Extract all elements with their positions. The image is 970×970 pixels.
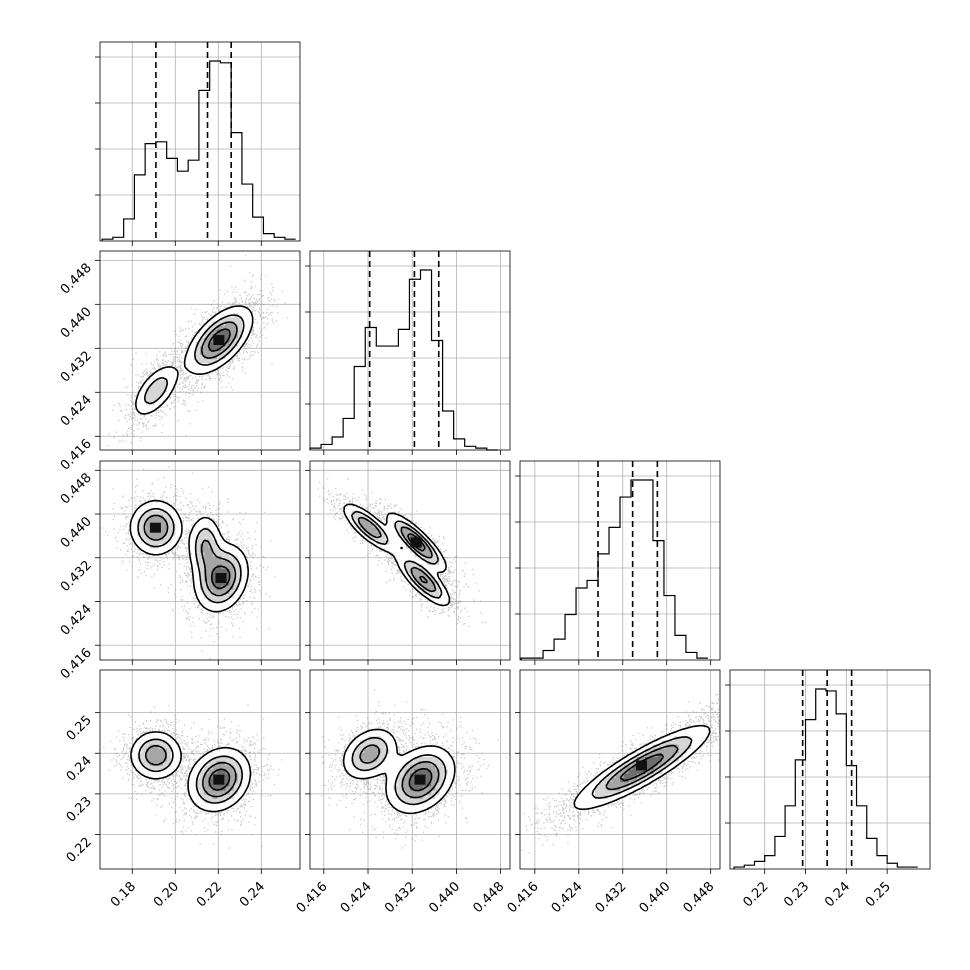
contour-line	[359, 744, 440, 799]
scatter-panel-p1-p2: 0.416 0.424 0.432 0.440 0.448	[58, 250, 301, 473]
histogram-p1	[101, 60, 296, 241]
histogram-panel-p3	[515, 460, 721, 665]
x-tick-label: 0.448	[681, 879, 718, 916]
y-tick-label: 0.432	[58, 349, 95, 386]
panel-frame	[309, 669, 511, 870]
x-tick-label: 0.24	[237, 879, 268, 910]
density-layer	[101, 466, 276, 660]
density-layer	[107, 252, 300, 447]
x-tick-label: 0.22	[194, 879, 225, 910]
x-tick-label: 0.20	[151, 879, 182, 910]
histogram-p4	[733, 688, 918, 869]
contour-line	[591, 736, 693, 799]
x-tick-label: 0.22	[740, 879, 771, 910]
y-tick-label: 0.448	[58, 261, 95, 298]
y-tick-label: 0.440	[58, 305, 95, 342]
contour-line	[137, 508, 242, 604]
density-level-fill	[154, 523, 230, 590]
contour-line	[134, 305, 254, 415]
y-tick-label: 0.25	[64, 713, 95, 744]
contour-line	[343, 503, 451, 607]
x-tick-label: 0.424	[549, 879, 586, 916]
histogram-panel-p2	[305, 250, 511, 455]
scatter-panel-p2-p4: 0.416 0.424 0.432 0.440 0.448	[294, 669, 511, 916]
contour-line	[605, 744, 679, 791]
panel-frame	[519, 460, 721, 661]
panel-frame	[99, 41, 301, 242]
y-tick-label: 0.424	[58, 393, 95, 430]
contour-line	[129, 499, 249, 613]
density-layer	[520, 693, 720, 854]
density-peak	[635, 760, 647, 771]
x-tick-label: 0.448	[471, 879, 508, 916]
contour-line	[408, 767, 433, 792]
x-tick-label: 0.440	[426, 879, 463, 916]
contour-line	[357, 516, 437, 593]
contour-line	[145, 745, 237, 798]
x-tick-label: 0.23	[781, 879, 812, 910]
density-peak	[215, 572, 227, 583]
histogram-panel-p4: 0.22 0.23 0.24 0.25	[725, 669, 931, 910]
panel-frame	[99, 250, 301, 451]
contour-line	[208, 768, 231, 791]
x-tick-label: 0.24	[822, 879, 853, 910]
panel-frame	[519, 669, 721, 870]
y-tick-label: 0.432	[58, 558, 95, 595]
contour-line	[573, 724, 711, 811]
density-layer	[317, 478, 486, 627]
panel-frame	[99, 669, 301, 870]
density-peak	[410, 537, 422, 548]
y-tick-label: 0.448	[58, 471, 95, 508]
x-tick-label: 0.25	[863, 879, 894, 910]
contour-line	[143, 514, 237, 597]
contour-line	[350, 510, 443, 599]
x-tick-label: 0.432	[593, 879, 630, 916]
y-tick-label: 0.23	[64, 794, 95, 825]
histogram-p3	[520, 479, 708, 660]
y-tick-label: 0.24	[64, 753, 95, 784]
scatter-points	[101, 466, 276, 660]
contour-line	[200, 321, 238, 359]
panel-frame	[99, 460, 301, 661]
density-peak	[149, 522, 161, 533]
density-peak	[213, 335, 225, 346]
x-tick-label: 0.416	[505, 879, 542, 916]
density-layer	[103, 704, 283, 849]
x-tick-label: 0.440	[637, 879, 674, 916]
x-tick-label: 0.18	[108, 879, 139, 910]
panel-frame	[729, 669, 931, 870]
density-layer	[321, 689, 507, 849]
y-tick-label: 0.416	[58, 436, 95, 473]
scatter-panel-p3-p4: 0.416 0.424 0.432 0.440 0.448	[505, 669, 721, 916]
density-peak	[213, 774, 225, 785]
scatter-panel-p2-p3	[305, 460, 511, 665]
contour-line	[342, 728, 456, 815]
panel-frame	[309, 460, 511, 661]
scatter-panel-p1-p3: 0.416 0.424 0.432 0.440 0.448	[58, 460, 301, 682]
contour-line	[130, 731, 252, 813]
y-tick-label: 0.424	[58, 602, 95, 639]
y-tick-label: 0.440	[58, 514, 95, 551]
x-tick-label: 0.416	[294, 879, 331, 916]
histogram-panel-p1	[95, 41, 301, 246]
scatter-panel-p1-p4: 0.18 0.20 0.22 0.24 0.22 0.23 0.24 0.25	[64, 669, 301, 910]
contour-line	[138, 738, 243, 804]
y-tick-label: 0.22	[64, 835, 95, 866]
scatter-points	[103, 704, 283, 849]
x-tick-label: 0.424	[338, 879, 375, 916]
contour-line	[351, 737, 447, 806]
y-tick-label: 0.416	[58, 645, 95, 682]
contour-line	[619, 753, 665, 782]
x-tick-label: 0.432	[382, 879, 419, 916]
histogram-p2	[309, 269, 498, 451]
panel-frame	[309, 250, 511, 451]
contour-line	[144, 314, 245, 405]
density-peak	[414, 774, 426, 785]
